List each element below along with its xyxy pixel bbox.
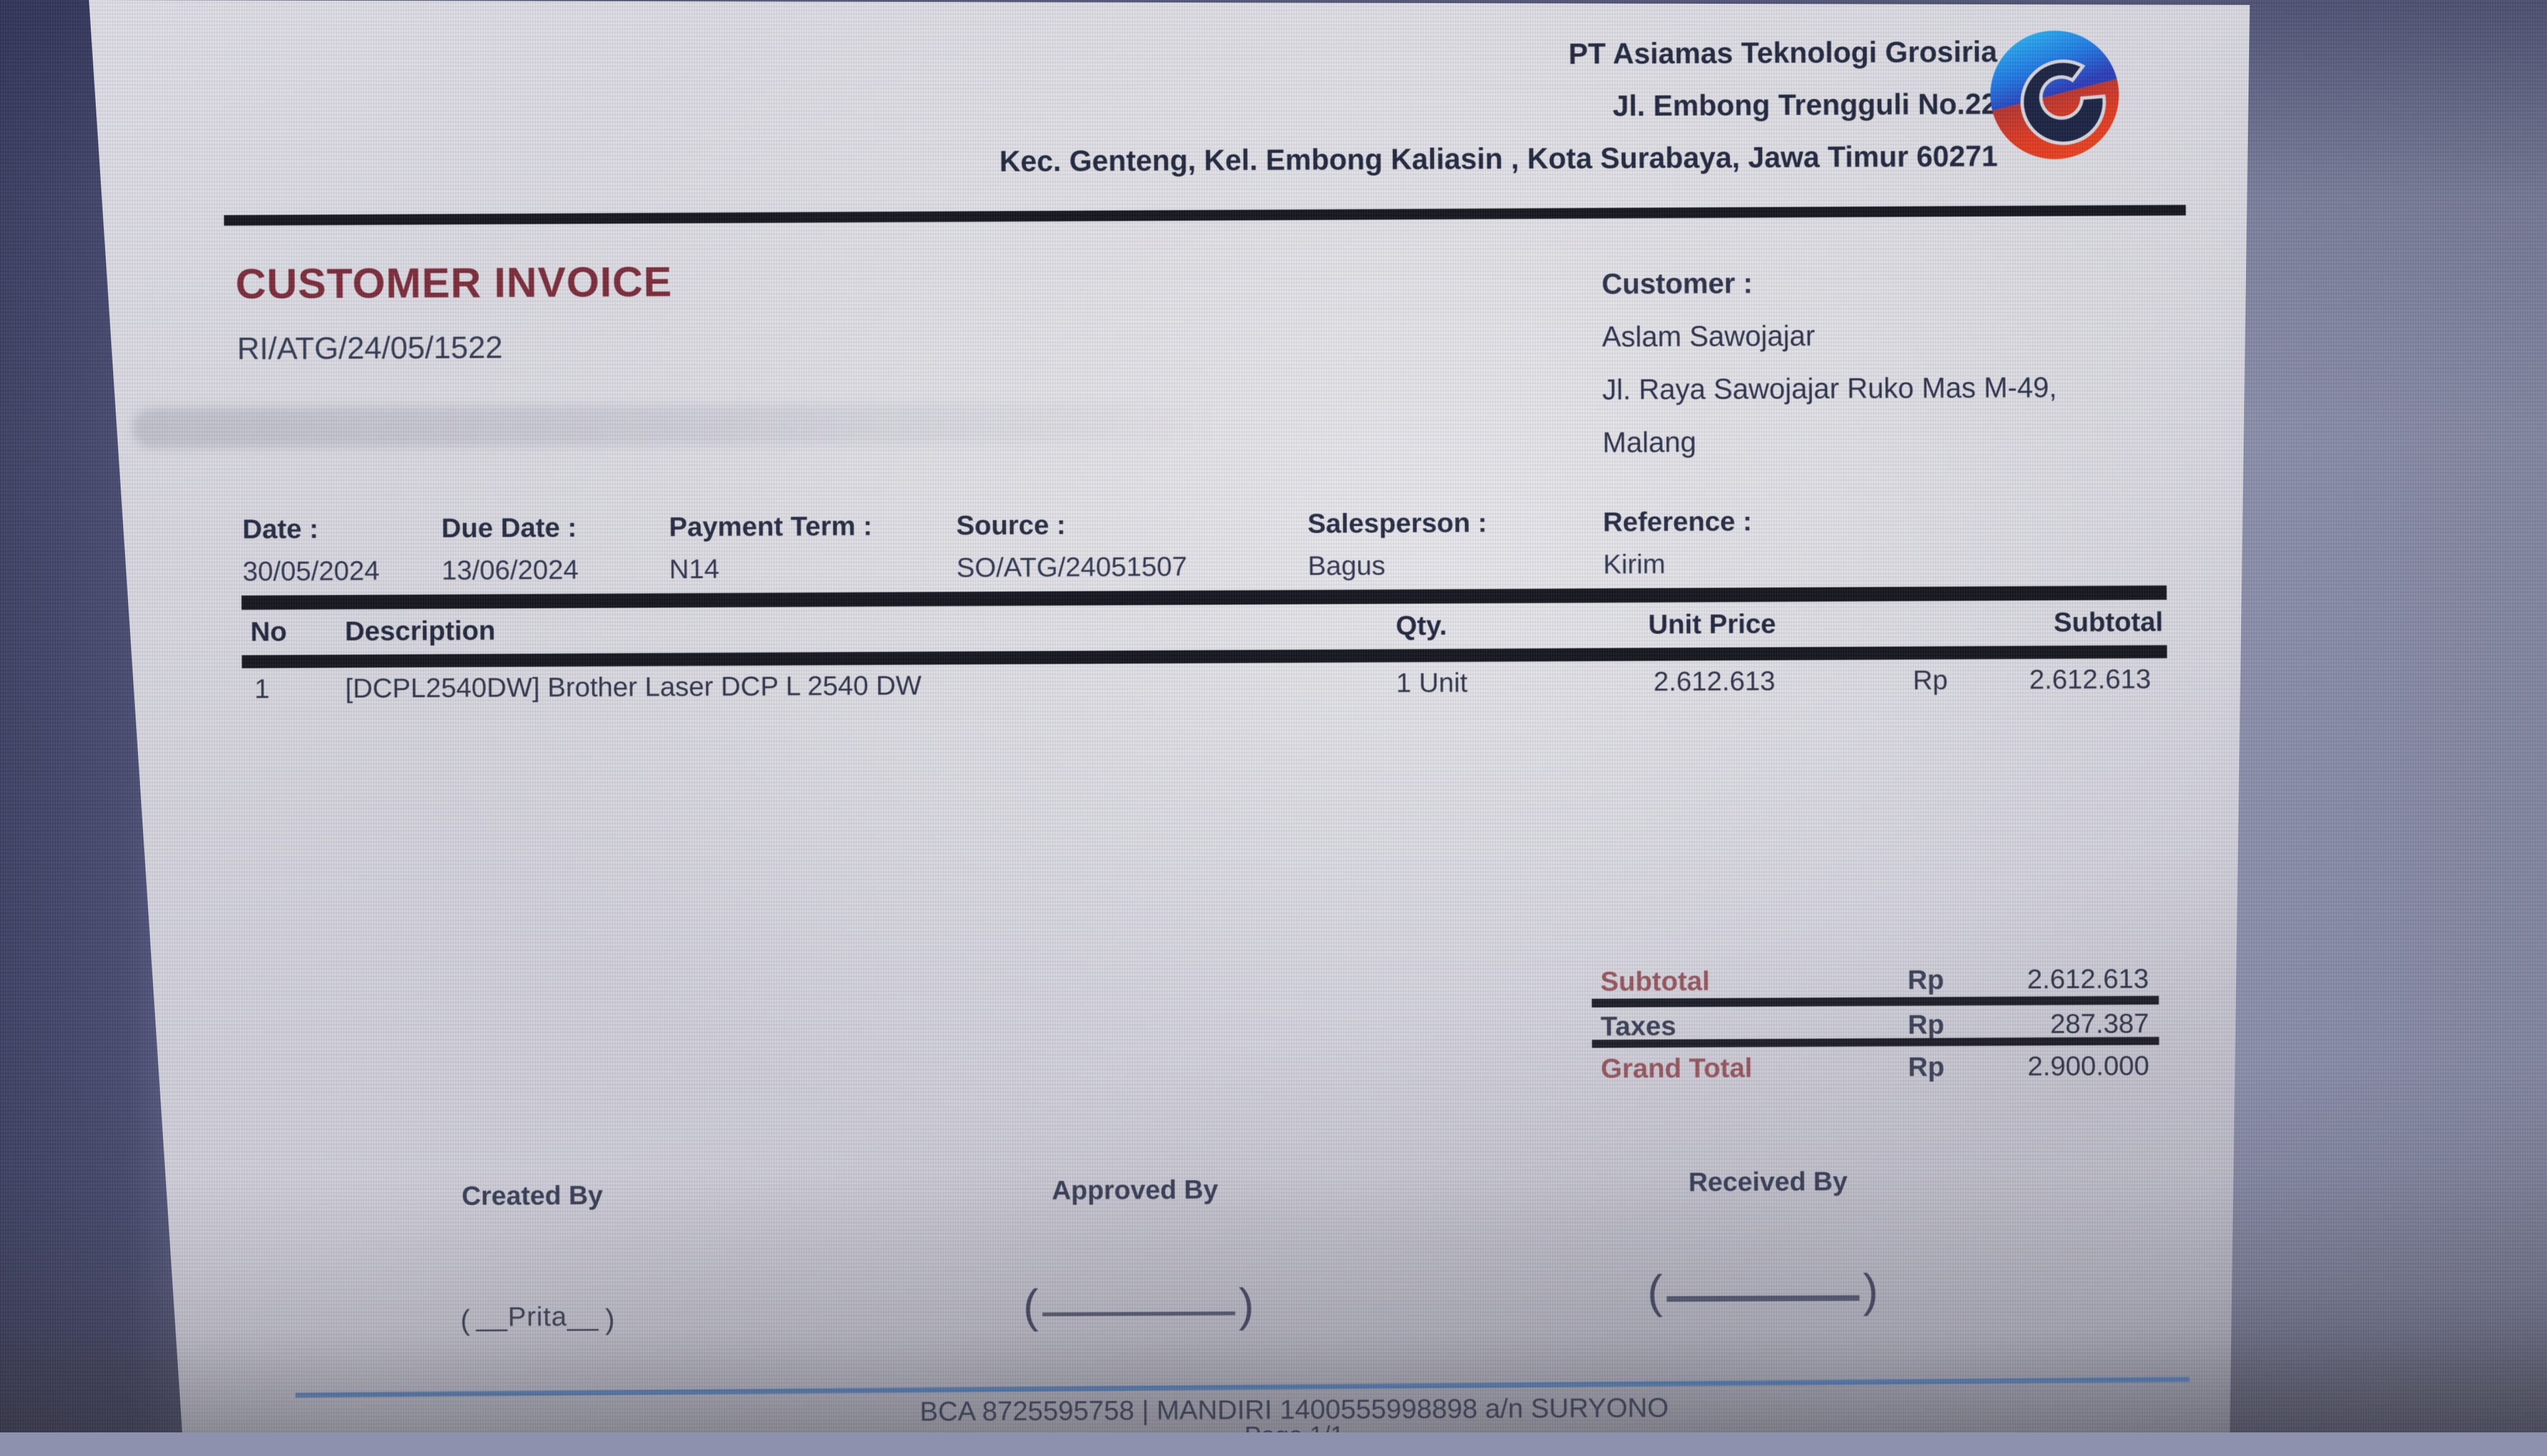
taxes-label: Taxes — [1601, 1011, 1676, 1043]
date-value: 30/05/2024 — [243, 550, 380, 593]
subtotal-currency: Rp — [1908, 965, 1944, 996]
source-value: SO/ATG/24051507 — [956, 546, 1187, 589]
reference-value: Kirim — [1603, 543, 1752, 586]
item-no: 1 — [254, 674, 270, 705]
created-by-label: Created By — [461, 1181, 603, 1212]
item-currency: Rp — [1913, 665, 1948, 696]
meta-salesperson: Salesperson : Bagus — [1308, 502, 1487, 587]
grand-total-amount: 2.900.000 — [2027, 1051, 2149, 1082]
created-by-signature: ( __Prita__ ) — [460, 1301, 614, 1337]
subtotal-amount: 2.612.613 — [2027, 964, 2149, 995]
received-by-signature: ( ) — [1647, 1271, 1879, 1312]
company-address-line1: Jl. Embong Trengguli No.22 — [999, 78, 1998, 135]
table-header-rule — [242, 645, 2167, 668]
approved-by-signature: ( ) — [1023, 1285, 1254, 1326]
col-header-qty: Qty. — [1396, 611, 1448, 642]
payment-term-value: N14 — [669, 548, 872, 591]
col-header-no: No — [251, 617, 287, 648]
taxes-amount: 287.387 — [2050, 1008, 2149, 1040]
date-label: Date : — [243, 508, 380, 551]
item-subtotal: 2.612.613 — [1964, 664, 2151, 696]
header-divider — [224, 205, 2186, 226]
col-header-subtotal: Subtotal — [1977, 607, 2163, 639]
company-name: PT Asiamas Teknologi Grosiria — [999, 25, 1997, 83]
invoice-page: PT Asiamas Teknologi Grosiria Jl. Embong… — [60, 0, 2273, 1432]
received-by-label: Received By — [1688, 1166, 1847, 1197]
subtotal-label: Subtotal — [1601, 966, 1710, 998]
table-row: 1 [DCPL2540DW] Brother Laser DCP L 2540 … — [55, 0, 2269, 4]
customer-label: Customer : — [1602, 256, 2057, 311]
item-unit-price: 2.612.613 — [1653, 666, 1775, 698]
totals-grand-total-row: Grand Total Rp 2.900.000 — [1592, 1051, 2159, 1090]
company-header: PT Asiamas Teknologi Grosiria Jl. Embong… — [999, 25, 1998, 187]
meta-source: Source : SO/ATG/24051507 — [956, 504, 1188, 589]
due-date-value: 13/06/2024 — [441, 549, 579, 592]
close-paren: ) — [605, 1302, 615, 1336]
signature-line — [1666, 1295, 1859, 1302]
col-header-unit-price: Unit Price — [1648, 609, 1777, 640]
signer-name: __Prita__ — [476, 1301, 599, 1333]
source-label: Source : — [956, 504, 1187, 547]
smudge-artifact — [132, 403, 1221, 448]
company-address-line2: Kec. Genteng, Kel. Embong Kaliasin , Kot… — [999, 130, 1998, 187]
invoice-title: CUSTOMER INVOICE — [236, 257, 673, 308]
page-number: Page 1/1 — [1120, 1421, 1468, 1451]
open-paren: ( — [460, 1303, 470, 1337]
payment-term-label: Payment Term : — [669, 505, 872, 549]
open-paren: ( — [1023, 1286, 1038, 1326]
due-date-label: Due Date : — [441, 507, 579, 550]
salesperson-label: Salesperson : — [1308, 502, 1487, 545]
close-paren: ) — [1239, 1285, 1254, 1325]
meta-due-date: Due Date : 13/06/2024 — [441, 507, 579, 592]
grand-total-label: Grand Total — [1601, 1053, 1752, 1084]
customer-block: Customer : Aslam Sawojajar Jl. Raya Sawo… — [1602, 256, 2058, 469]
open-paren: ( — [1647, 1272, 1663, 1312]
approved-by-label: Approved By — [1052, 1175, 1218, 1206]
meta-reference: Reference : Kirim — [1603, 500, 1752, 586]
customer-city: Malang — [1602, 414, 2058, 469]
col-header-description: Description — [345, 615, 496, 647]
taxes-currency: Rp — [1908, 1010, 1944, 1041]
salesperson-value: Bagus — [1308, 544, 1487, 587]
item-description: [DCPL2540DW] Brother Laser DCP L 2540 DW — [345, 670, 922, 704]
close-paren: ) — [1863, 1271, 1879, 1311]
invoice-number: RI/ATG/24/05/1522 — [237, 329, 502, 367]
customer-address: Jl. Raya Sawojajar Ruko Mas M-49, — [1602, 361, 2057, 417]
grand-total-currency: Rp — [1908, 1052, 1944, 1083]
signature-line — [1042, 1312, 1235, 1317]
company-logo-icon — [1986, 22, 2124, 167]
reference-label: Reference : — [1603, 500, 1752, 543]
meta-payment-term: Payment Term : N14 — [669, 505, 873, 591]
item-qty: 1 Unit — [1396, 668, 1468, 699]
customer-name: Aslam Sawojajar — [1602, 308, 2057, 364]
invoice-content: PT Asiamas Teknologi Grosiria Jl. Embong… — [55, 0, 2277, 1437]
meta-date: Date : 30/05/2024 — [243, 508, 380, 593]
